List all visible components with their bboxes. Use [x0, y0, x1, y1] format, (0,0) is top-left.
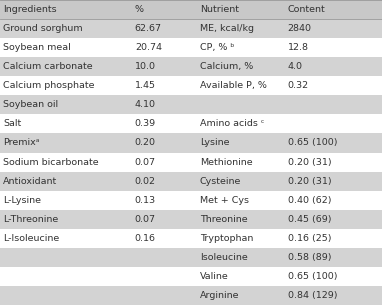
Bar — [0, 191, 382, 210]
Text: 0.13: 0.13 — [135, 196, 156, 205]
Text: 1.45: 1.45 — [135, 81, 156, 90]
Text: Lysine: Lysine — [200, 138, 229, 148]
Text: 12.8: 12.8 — [288, 43, 309, 52]
Bar — [0, 76, 382, 95]
Text: Antioxidant: Antioxidant — [3, 177, 57, 186]
Text: 0.65 (100): 0.65 (100) — [288, 138, 337, 148]
Text: Content: Content — [288, 5, 325, 14]
Text: L-Lysine: L-Lysine — [3, 196, 41, 205]
Text: 0.07: 0.07 — [135, 157, 156, 167]
Text: 0.16: 0.16 — [135, 234, 156, 243]
Text: Calcium, %: Calcium, % — [200, 62, 253, 71]
Text: 0.58 (89): 0.58 (89) — [288, 253, 331, 262]
Text: Threonine: Threonine — [200, 215, 248, 224]
Text: 4.10: 4.10 — [135, 100, 156, 109]
Bar — [0, 0, 382, 19]
Text: Premixᵃ: Premixᵃ — [3, 138, 40, 148]
Text: Salt: Salt — [3, 119, 21, 128]
Text: %: % — [135, 5, 144, 14]
Text: 2840: 2840 — [288, 24, 312, 33]
Text: Methionine: Methionine — [200, 157, 253, 167]
Text: 0.45 (69): 0.45 (69) — [288, 215, 331, 224]
Text: Valine: Valine — [200, 272, 228, 281]
Text: ME, kcal/kg: ME, kcal/kg — [200, 24, 254, 33]
Bar — [0, 95, 382, 114]
Text: 0.02: 0.02 — [135, 177, 156, 186]
Text: 0.20 (31): 0.20 (31) — [288, 157, 331, 167]
Text: 0.07: 0.07 — [135, 215, 156, 224]
Text: 0.20 (31): 0.20 (31) — [288, 177, 331, 186]
Text: 0.40 (62): 0.40 (62) — [288, 196, 331, 205]
Text: 10.0: 10.0 — [135, 62, 156, 71]
Bar — [0, 210, 382, 229]
Text: 0.84 (129): 0.84 (129) — [288, 291, 337, 300]
Bar — [0, 267, 382, 286]
Bar — [0, 229, 382, 248]
Text: 0.20: 0.20 — [135, 138, 156, 148]
Bar — [0, 134, 382, 152]
Text: Amino acids ᶜ: Amino acids ᶜ — [200, 119, 264, 128]
Text: 0.32: 0.32 — [288, 81, 309, 90]
Text: Sodium bicarbonate: Sodium bicarbonate — [3, 157, 99, 167]
Text: Tryptophan: Tryptophan — [200, 234, 253, 243]
Text: CP, % ᵇ: CP, % ᵇ — [200, 43, 234, 52]
Text: Soybean meal: Soybean meal — [3, 43, 71, 52]
Text: Calcium carbonate: Calcium carbonate — [3, 62, 93, 71]
Text: Ingredients: Ingredients — [3, 5, 57, 14]
Bar — [0, 171, 382, 191]
Text: Arginine: Arginine — [200, 291, 239, 300]
Text: 20.74: 20.74 — [135, 43, 162, 52]
Bar — [0, 248, 382, 267]
Bar — [0, 286, 382, 305]
Text: Ground sorghum: Ground sorghum — [3, 24, 83, 33]
Bar — [0, 38, 382, 57]
Text: 4.0: 4.0 — [288, 62, 303, 71]
Text: 0.65 (100): 0.65 (100) — [288, 272, 337, 281]
Text: 0.16 (25): 0.16 (25) — [288, 234, 331, 243]
Text: Isoleucine: Isoleucine — [200, 253, 248, 262]
Text: Available P, %: Available P, % — [200, 81, 267, 90]
Text: 0.39: 0.39 — [135, 119, 156, 128]
Bar — [0, 19, 382, 38]
Bar — [0, 152, 382, 171]
Text: Nutrient: Nutrient — [200, 5, 239, 14]
Text: Cysteine: Cysteine — [200, 177, 241, 186]
Text: 62.67: 62.67 — [135, 24, 162, 33]
Bar — [0, 57, 382, 76]
Text: L-Threonine: L-Threonine — [3, 215, 58, 224]
Text: L-Isoleucine: L-Isoleucine — [3, 234, 59, 243]
Text: Soybean oil: Soybean oil — [3, 100, 58, 109]
Text: Met + Cys: Met + Cys — [200, 196, 249, 205]
Text: Calcium phosphate: Calcium phosphate — [3, 81, 95, 90]
Bar — [0, 114, 382, 134]
